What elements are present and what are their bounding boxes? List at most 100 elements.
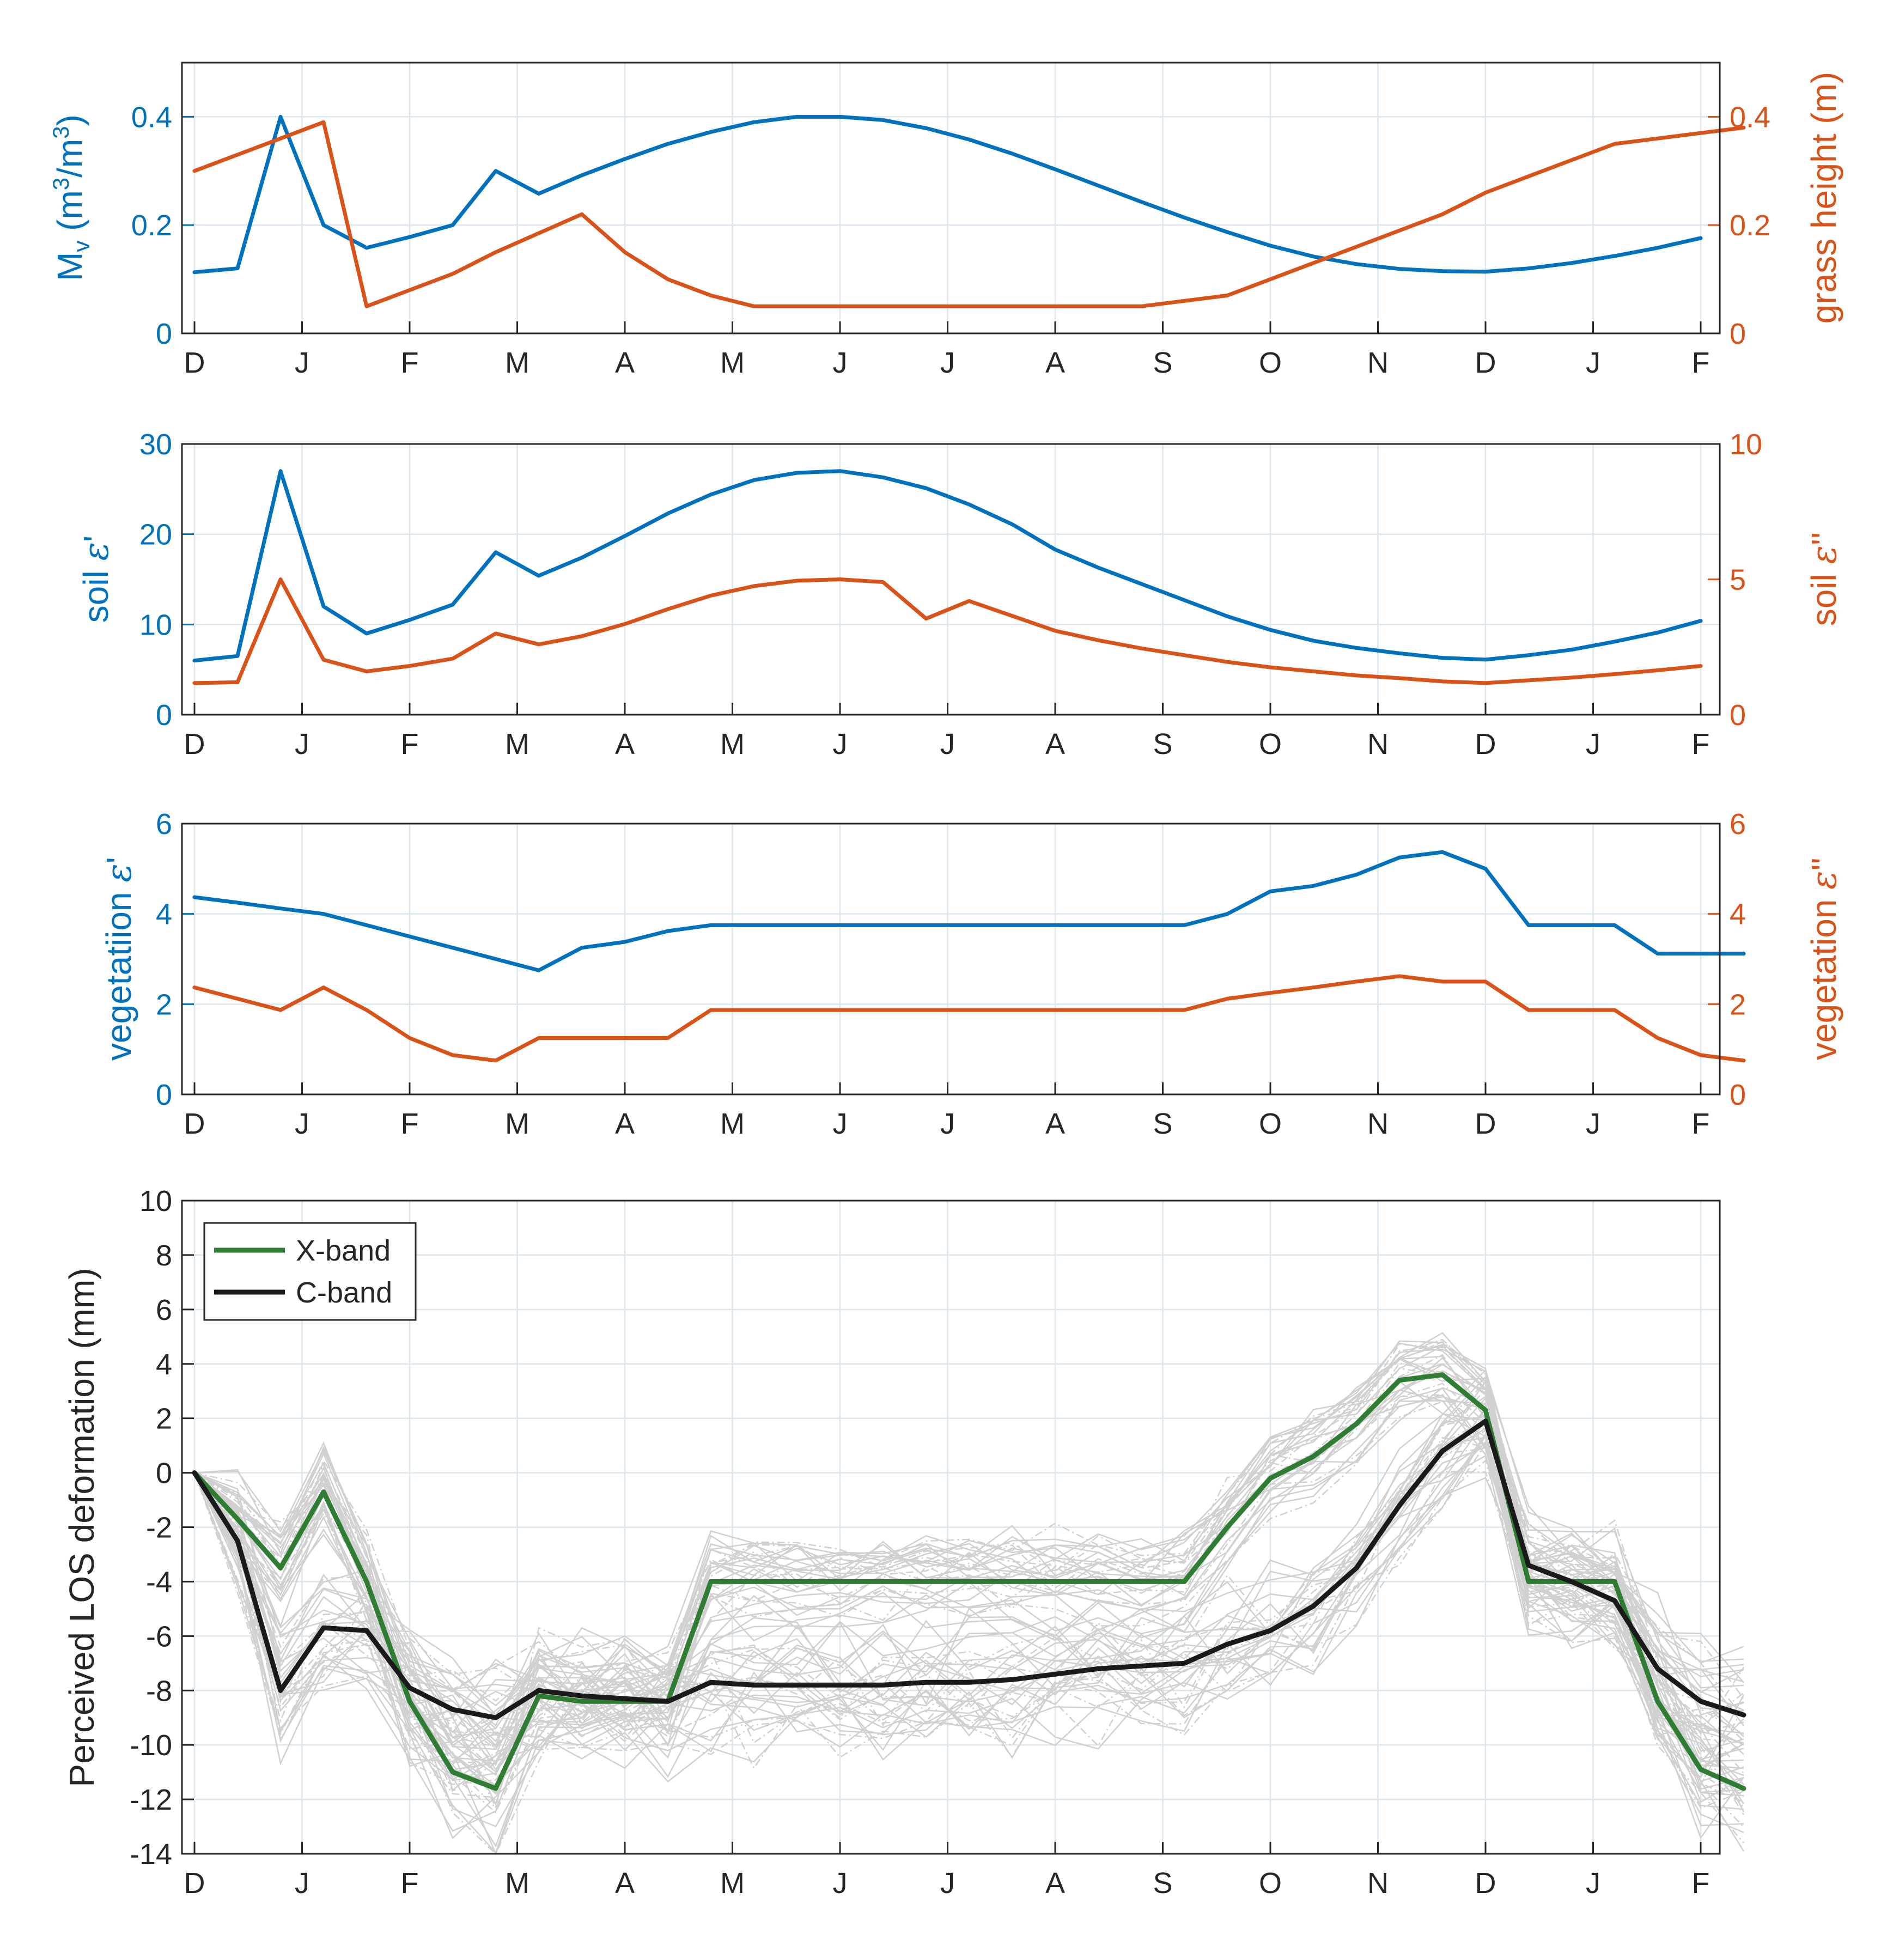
x-tick-label: O — [1259, 728, 1282, 760]
series-line-vegetation-eps-imag — [192, 974, 1746, 1063]
x-tick-label: F — [401, 346, 419, 379]
y-right-tick-label: 0.2 — [1730, 209, 1770, 242]
y-left-tick-label: -6 — [146, 1620, 172, 1653]
x-tick-label: S — [1153, 728, 1172, 760]
x-tick-label: A — [1045, 346, 1065, 379]
x-tick-label: S — [1153, 1867, 1172, 1900]
x-tick-label: J — [295, 1867, 309, 1900]
panel3-right-axis-title: vegetation ε'' — [1804, 857, 1845, 1060]
y-left-tick-label: 0 — [156, 1079, 172, 1111]
y-left-tick-label: -12 — [130, 1784, 172, 1816]
y-right-tick-label: 10 — [1730, 428, 1762, 461]
x-tick-label: M — [720, 1107, 745, 1140]
x-tick-label: N — [1367, 1867, 1389, 1900]
panel2-right-tick-labels: 0 5 10 — [1730, 428, 1762, 732]
ensemble-line — [194, 1345, 1744, 1806]
y-right-tick-label: 4 — [1730, 898, 1746, 931]
x-tick-label: N — [1367, 1107, 1389, 1140]
y-right-tick-label: 0 — [1730, 699, 1746, 732]
x-tick-label: F — [401, 728, 419, 760]
y-left-tick-label: 4 — [156, 898, 172, 931]
y-left-tick-label: 0.4 — [131, 101, 172, 133]
x-tick-label: D — [184, 1867, 205, 1900]
ensemble-line — [194, 1363, 1744, 1803]
x-tick-label: J — [940, 346, 955, 379]
panel1-right-tick-labels: 0 0.2 0.4 — [1730, 101, 1770, 350]
x-tick-label: J — [295, 1107, 309, 1140]
panel3-left-tick-labels: 0 2 4 6 — [156, 808, 172, 1111]
y-left-tick-label: -10 — [130, 1729, 172, 1762]
x-tick-label: D — [1475, 1107, 1496, 1140]
y-right-tick-label: 5 — [1730, 564, 1746, 596]
panel4-left-axis-title: Perceived LOS deformation (mm) — [62, 1268, 101, 1787]
x-tick-label: A — [615, 1107, 635, 1140]
x-tick-label: O — [1259, 1107, 1282, 1140]
ensemble-line — [193, 1470, 1744, 1755]
y-left-tick-label: 0 — [156, 318, 172, 350]
y-left-tick-label: 6 — [156, 1294, 172, 1326]
x-tick-label: F — [401, 1867, 419, 1900]
ensemble-line — [194, 1344, 1744, 1767]
ensemble-line — [194, 1341, 1745, 1787]
panel2-right-axis-title: soil ε'' — [1804, 532, 1845, 626]
y-left-tick-label: 6 — [156, 808, 172, 841]
x-tick-label: D — [1475, 346, 1496, 379]
x-tick-label: D — [1475, 1867, 1496, 1900]
x-tick-label: M — [505, 1867, 529, 1900]
ensemble-line — [193, 1440, 1745, 1805]
y-left-tick-label: -2 — [146, 1512, 172, 1544]
panel4-frame — [181, 1200, 1721, 1855]
panel2-series — [192, 469, 1703, 685]
x-tick-label: A — [1045, 728, 1065, 760]
x-tick-label: A — [615, 1867, 635, 1900]
panel2-frame — [181, 443, 1721, 716]
y-left-tick-label: 2 — [156, 988, 172, 1021]
series-line-soil-eps-imag — [192, 577, 1703, 685]
x-tick-label: F — [1692, 1107, 1710, 1140]
x-tick-label: J — [833, 1867, 848, 1900]
x-tick-label: D — [184, 728, 205, 760]
series-line-soil-eps-real — [192, 469, 1703, 663]
y-left-tick-label: 0 — [156, 699, 172, 732]
y-left-tick-label: 0.2 — [131, 209, 172, 242]
panel-vegetation-permittivity: D J F M A M J J A S O N D J F 0 2 4 6 0 2 4 6 vegetatiion ε'… — [99, 808, 1845, 1140]
x-tick-label: M — [505, 346, 529, 379]
y-right-tick-label: 0.4 — [1730, 101, 1770, 133]
y-left-tick-label: 10 — [139, 608, 172, 641]
x-tick-label: S — [1153, 1107, 1172, 1140]
ensemble-line — [193, 1459, 1744, 1764]
y-right-tick-label: 0 — [1730, 318, 1746, 350]
x-tick-label: M — [720, 728, 745, 760]
legend-xband-label: X-band — [296, 1234, 391, 1267]
x-tick-label: F — [1692, 728, 1710, 760]
x-tick-label: J — [1586, 346, 1600, 379]
series-line-x-band — [192, 1372, 1746, 1791]
x-tick-label: J — [295, 728, 309, 760]
x-tick-label: J — [1586, 1867, 1600, 1900]
x-tick-label: J — [1586, 728, 1600, 760]
y-left-tick-label: 2 — [156, 1403, 172, 1435]
x-tick-label: O — [1259, 346, 1282, 379]
x-tick-label: J — [940, 728, 955, 760]
ensemble-line — [194, 1389, 1744, 1848]
panel3-right-tick-labels: 0 2 4 6 — [1730, 808, 1746, 1111]
x-tick-label: O — [1259, 1867, 1282, 1900]
x-tick-label: M — [720, 346, 745, 379]
panel1-series — [192, 114, 1746, 308]
ensemble-line — [194, 1381, 1744, 1713]
y-right-tick-label: 2 — [1730, 988, 1746, 1021]
ensemble-line — [193, 1375, 1744, 1725]
x-tick-label: J — [833, 728, 848, 760]
x-tick-label: J — [295, 346, 309, 379]
series-line-c-band — [192, 1419, 1746, 1720]
x-tick-label: A — [1045, 1107, 1065, 1140]
panel4-series — [192, 1372, 1746, 1791]
panel1-left-axis-title: Mv (m3/m3) — [48, 114, 94, 281]
ensemble-line — [194, 1364, 1744, 1766]
x-tick-label: D — [184, 346, 205, 379]
series-line-grass-height — [192, 120, 1746, 308]
